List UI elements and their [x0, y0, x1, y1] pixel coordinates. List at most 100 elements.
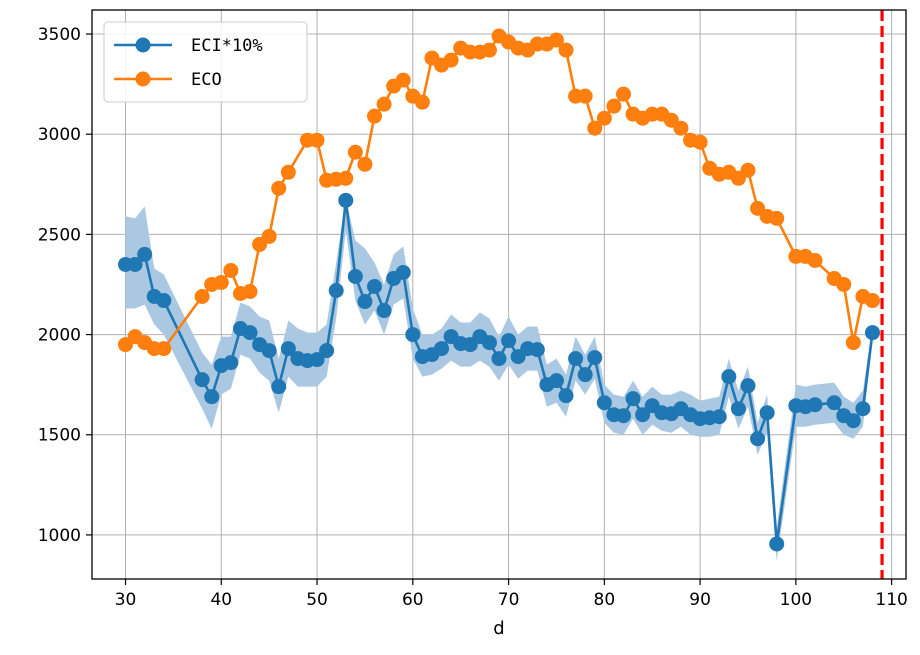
- eci-data-point: [596, 395, 612, 411]
- eco-data-point: [769, 210, 785, 226]
- eco-data-point: [692, 134, 708, 150]
- eci-data-point: [558, 388, 574, 404]
- eci-data-point: [395, 264, 411, 280]
- y-ticks: 1000 1500 2000 2500 3000 3500: [38, 25, 92, 546]
- eci-data-point: [501, 333, 517, 349]
- grid: [92, 10, 906, 579]
- eci-data-point: [864, 325, 880, 341]
- eco-data-point: [807, 252, 823, 268]
- eci-data-point: [137, 246, 153, 262]
- eco-data-point: [367, 108, 383, 124]
- eco-data-point: [558, 42, 574, 58]
- eci-data-point: [826, 395, 842, 411]
- y-tick-label: 3500: [38, 25, 81, 45]
- eco-data-point: [864, 293, 880, 309]
- eco-data-point: [596, 110, 612, 126]
- eci-data-point: [845, 413, 861, 429]
- eci-data-point: [367, 278, 383, 294]
- eco-data-point: [845, 335, 861, 351]
- eci-data-point: [491, 351, 507, 367]
- eco-data-point: [309, 132, 325, 148]
- x-tick-label: 30: [115, 590, 137, 610]
- eci-data-point: [357, 294, 373, 310]
- eci-data-point: [338, 192, 354, 208]
- eci-data-point: [242, 325, 258, 341]
- eci-data-point: [615, 408, 631, 424]
- eco-data-point: [357, 156, 373, 172]
- eci-band-area: [125, 198, 873, 561]
- eci-data-point: [635, 407, 651, 423]
- y-tick-label: 2500: [38, 225, 81, 245]
- eci-data-point: [309, 352, 325, 368]
- eco-data-point: [740, 162, 756, 178]
- eco-data-point: [414, 94, 430, 110]
- legend-label-eci: ECI*10%: [191, 36, 263, 56]
- eco-data-point: [347, 144, 363, 160]
- x-tick-label: 100: [780, 590, 812, 610]
- eci-data-point: [280, 341, 296, 357]
- y-tick-label: 1000: [38, 526, 81, 546]
- eci-data-point: [855, 401, 871, 417]
- legend-label-eco: ECO: [191, 70, 222, 90]
- eci-data-point: [405, 327, 421, 343]
- eco-data-point: [223, 262, 239, 278]
- legend-box: [103, 21, 308, 103]
- eco-data-point: [156, 341, 172, 357]
- eci-uncertainty-band: [125, 198, 873, 561]
- y-tick-label: 2000: [38, 326, 81, 346]
- eco-data-point: [242, 283, 258, 299]
- eco-data-point: [587, 120, 603, 136]
- eco-data-point: [271, 180, 287, 196]
- eci-data-point: [319, 343, 335, 359]
- eci-data-point: [529, 342, 545, 358]
- x-tick-label: 60: [402, 590, 424, 610]
- eci-data-point: [347, 268, 363, 284]
- eco-data-point: [213, 274, 229, 290]
- y-tick-label: 3000: [38, 125, 81, 145]
- eci-data-point: [204, 389, 220, 405]
- eci-data-point: [376, 303, 392, 319]
- eco-data-point: [194, 289, 210, 305]
- eci-data-point: [568, 351, 584, 367]
- eci-data-point: [328, 282, 344, 298]
- eci-data-point: [481, 335, 497, 351]
- eco-data-point: [280, 164, 296, 180]
- eci-data-point: [587, 350, 603, 366]
- eci-data-point: [730, 401, 746, 417]
- eci-data-point: [625, 391, 641, 407]
- x-tick-label: 110: [875, 590, 907, 610]
- eci-data-point: [750, 431, 766, 447]
- legend-marker-eco: [135, 71, 151, 87]
- eci-data-point: [769, 536, 785, 552]
- x-tick-label: 90: [689, 590, 711, 610]
- x-axis-label: d: [493, 618, 504, 639]
- x-tick-label: 40: [210, 590, 232, 610]
- eco-data-point: [338, 170, 354, 186]
- eci-data-point: [759, 405, 775, 421]
- eci-data-point: [127, 256, 143, 272]
- eci-data-point: [577, 367, 593, 383]
- x-tick-label: 80: [594, 590, 616, 610]
- eco-data-point: [673, 120, 689, 136]
- x-tick-label: 70: [498, 590, 520, 610]
- eco-data-point: [577, 88, 593, 104]
- series-markers: [118, 28, 880, 552]
- eco-data-point: [376, 96, 392, 112]
- eco-data-point: [615, 86, 631, 102]
- legend-marker-eci: [135, 37, 151, 53]
- x-tick-label: 50: [306, 590, 328, 610]
- eco-data-point: [443, 52, 459, 68]
- eci-data-point: [156, 293, 172, 309]
- eci-data-point: [807, 397, 823, 413]
- eci-data-point: [271, 379, 287, 395]
- eco-data-point: [836, 276, 852, 292]
- eci-data-point: [261, 343, 277, 359]
- eci-data-point: [223, 355, 239, 371]
- eci-data-point: [740, 378, 756, 394]
- y-tick-label: 1500: [38, 426, 81, 446]
- eci-data-point: [548, 373, 564, 389]
- eco-data-point: [481, 42, 497, 58]
- eci-data-point: [711, 409, 727, 425]
- eco-data-point: [548, 32, 564, 48]
